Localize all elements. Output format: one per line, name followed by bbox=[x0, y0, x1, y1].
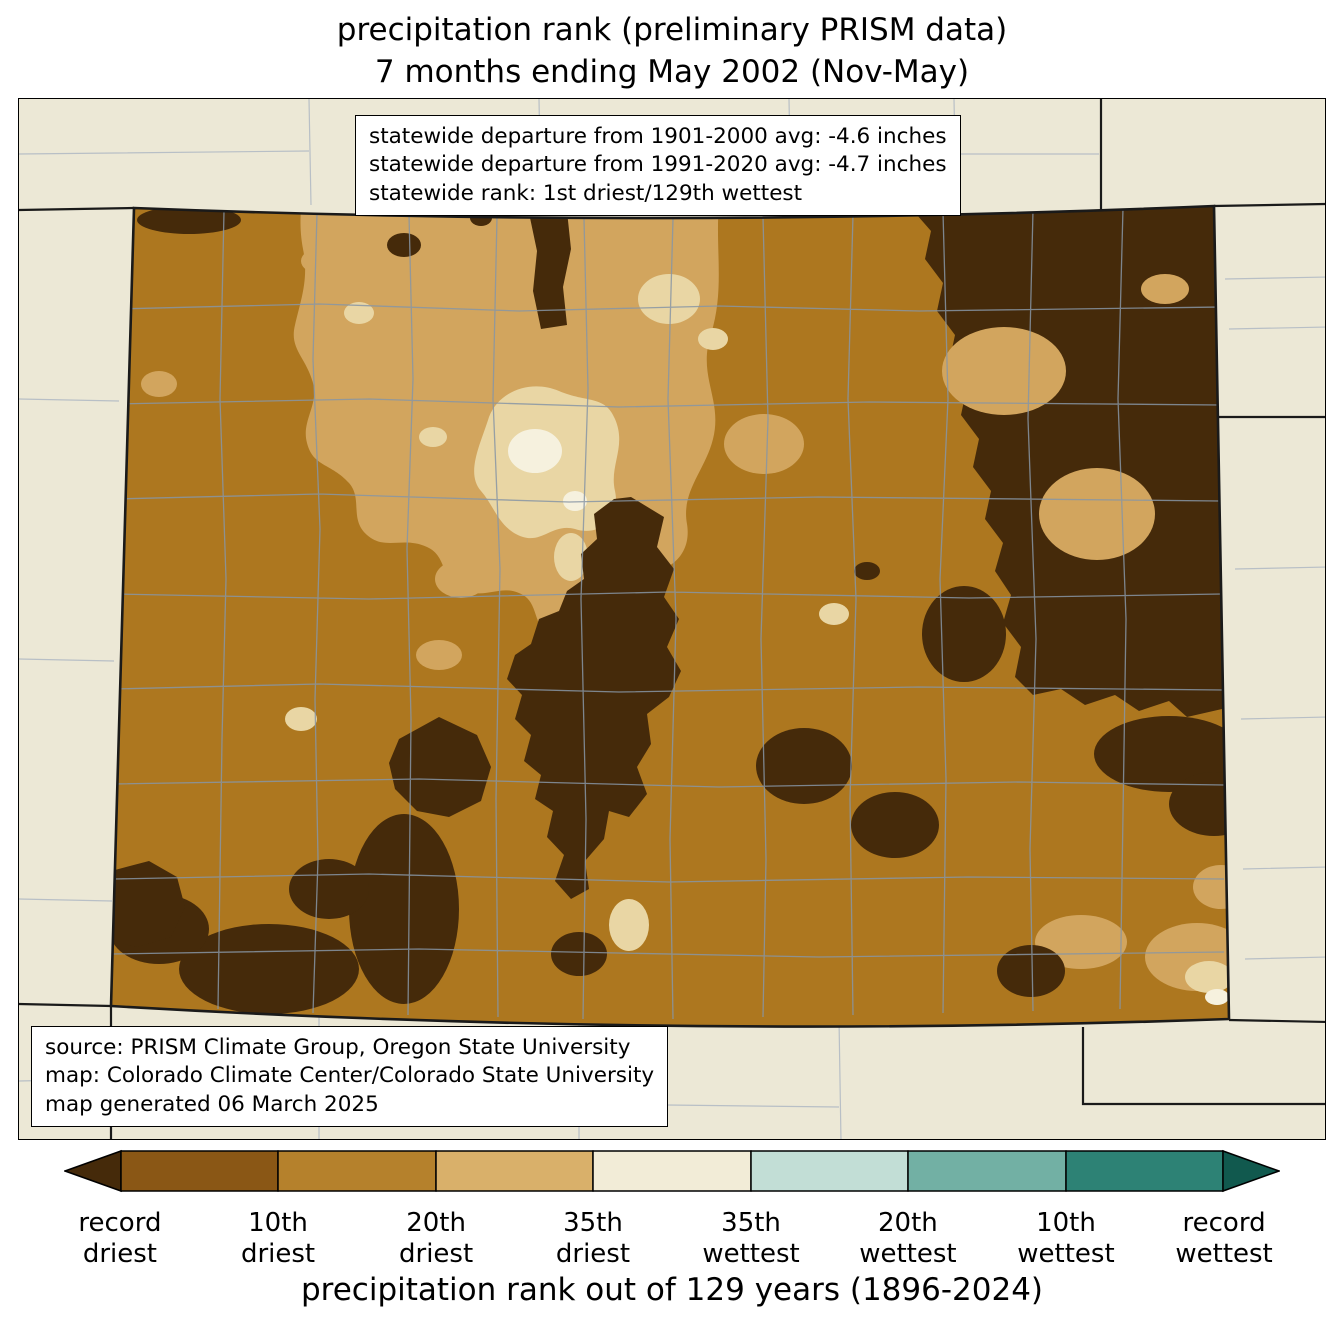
legend-label: record wettest bbox=[1175, 1208, 1273, 1269]
legend-label: 20th driest bbox=[399, 1208, 474, 1269]
record-driest-regions bbox=[111, 206, 1229, 1014]
title-line-2: 7 months ending May 2002 (Nov-May) bbox=[374, 53, 970, 90]
source-line-3: map generated 06 March 2025 bbox=[45, 1091, 379, 1117]
legend-label: 35th wettest bbox=[702, 1208, 800, 1269]
source-line-2: map: Colorado Climate Center/Colorado St… bbox=[45, 1063, 655, 1089]
stats-line-2: statewide departure from 1991-2020 avg: … bbox=[369, 152, 947, 178]
legend-label: record driest bbox=[78, 1208, 162, 1269]
legend-label: 20th wettest bbox=[859, 1208, 957, 1269]
legend-label: 35th driest bbox=[555, 1208, 631, 1269]
legend-label: 10th driest bbox=[240, 1208, 316, 1269]
pale-spots bbox=[508, 429, 1229, 1005]
legend-caption: precipitation rank out of 129 years (189… bbox=[300, 1272, 1044, 1308]
stats-line-3: statewide rank: 1st driest/129th wettest bbox=[369, 180, 803, 206]
legend-segment bbox=[277, 1150, 437, 1192]
source-line-1: source: PRISM Climate Group, Oregon Stat… bbox=[45, 1034, 631, 1060]
county-lines bbox=[111, 207, 1225, 1020]
legend-segment bbox=[592, 1150, 752, 1192]
tan-inclusions bbox=[942, 274, 1189, 560]
legend-segment bbox=[907, 1150, 1067, 1192]
colorado-fill-layers bbox=[111, 206, 1229, 1027]
legend-segment bbox=[120, 1150, 279, 1192]
legend-colorbar bbox=[62, 1149, 1282, 1193]
colorado-precipitation-map bbox=[19, 99, 1325, 1139]
legend-right-arrow bbox=[1222, 1149, 1282, 1193]
legend-segment bbox=[435, 1150, 594, 1192]
statewide-stats-box: statewide departure from 1901-2000 avg: … bbox=[355, 115, 961, 217]
page-title: precipitation rank (preliminary PRISM da… bbox=[0, 10, 1344, 94]
stats-line-1: statewide departure from 1901-2000 avg: … bbox=[369, 124, 947, 149]
legend-left-arrow bbox=[62, 1149, 122, 1193]
legend-label: 10th wettest bbox=[1017, 1208, 1115, 1269]
title-line-1: precipitation rank (preliminary PRISM da… bbox=[336, 12, 1008, 48]
legend-segment bbox=[750, 1150, 909, 1192]
source-attribution-box: source: PRISM Climate Group, Oregon Stat… bbox=[31, 1025, 669, 1127]
legend-labels: record driest 10th driest 20th driest 35th d… bbox=[64, 1208, 1280, 1284]
legend-segment bbox=[1065, 1150, 1224, 1192]
color-scale-legend: record driest 10th driest 20th driest 35th d… bbox=[62, 1148, 1282, 1284]
map-panel: statewide departure from 1901-2000 avg: … bbox=[18, 98, 1326, 1140]
